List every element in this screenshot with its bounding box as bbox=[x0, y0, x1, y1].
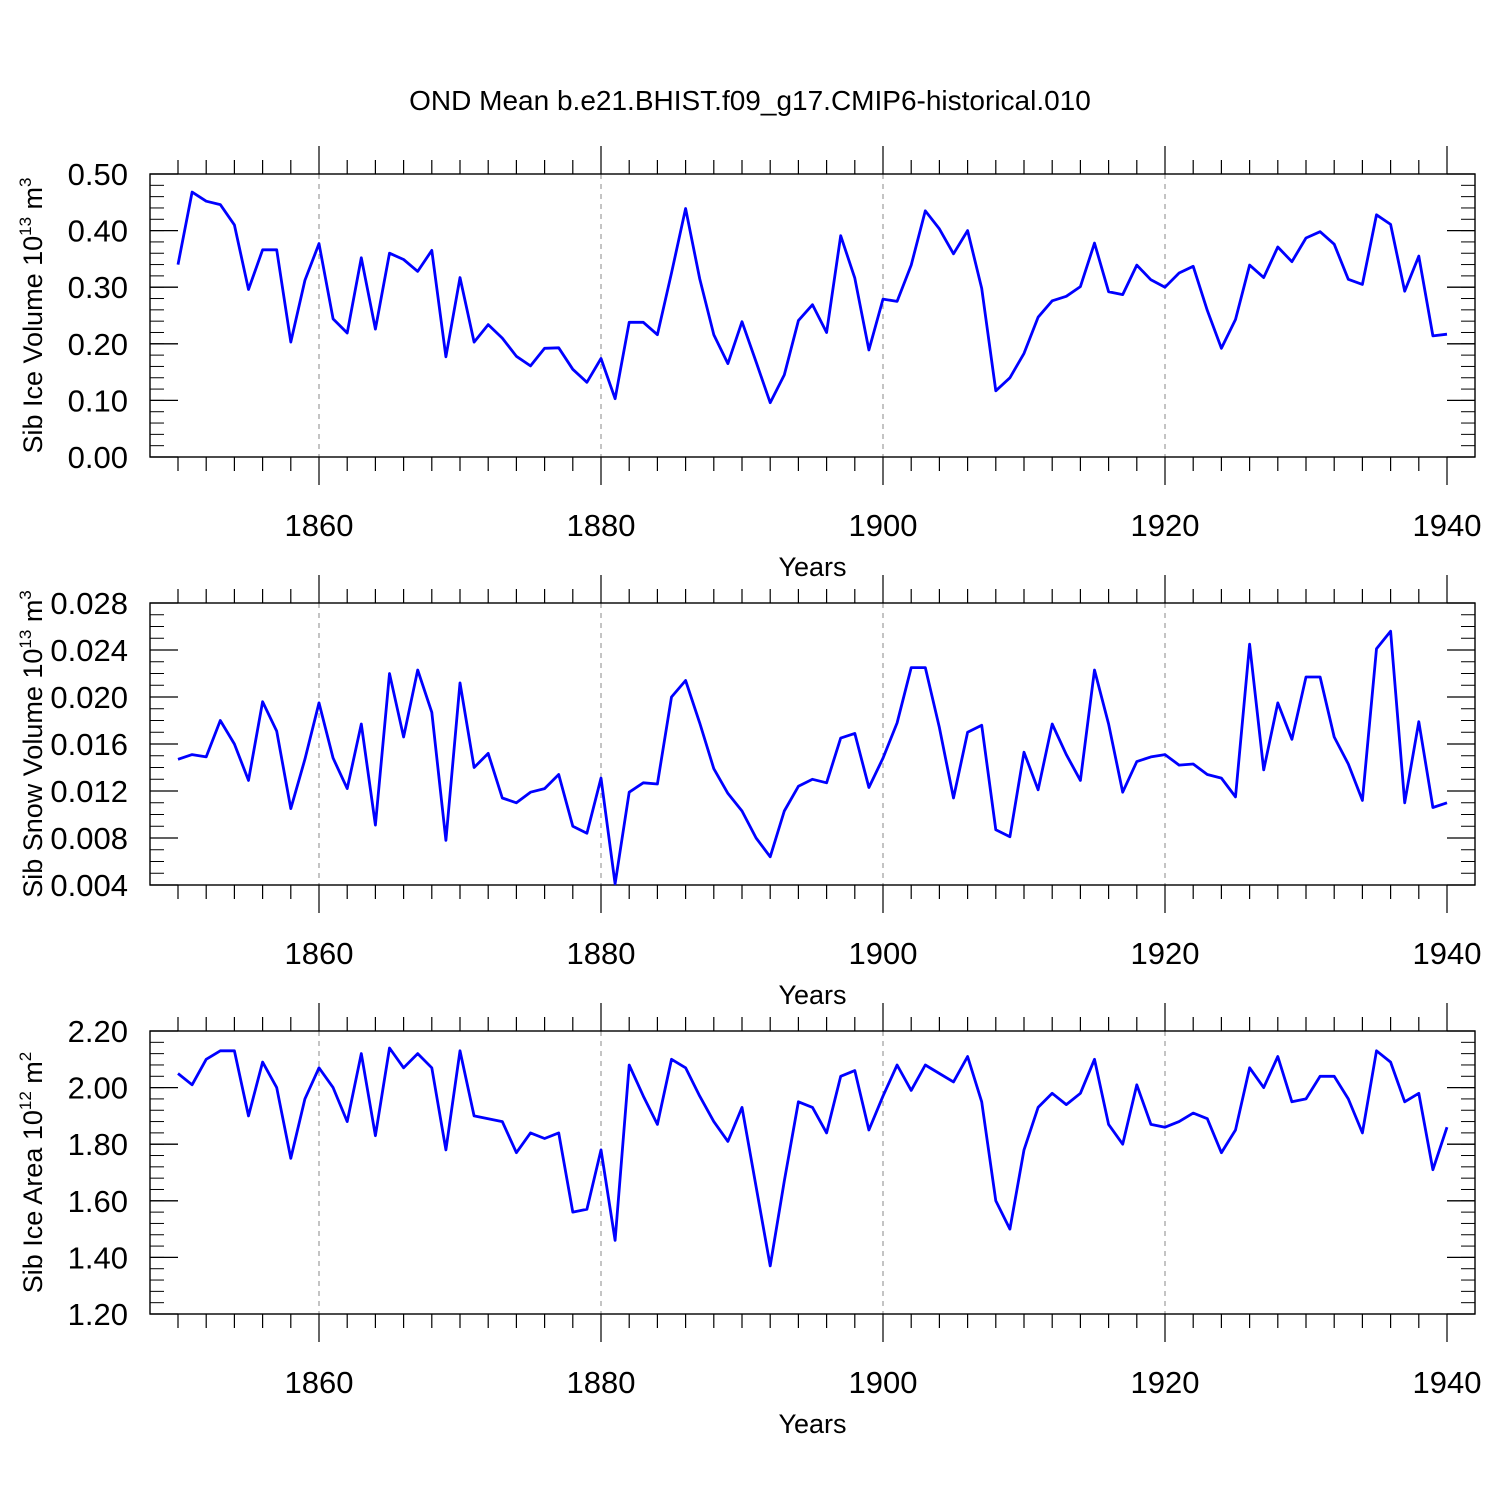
y-tick-label: 0.30 bbox=[68, 270, 128, 305]
y-tick-label: 0.004 bbox=[50, 868, 128, 903]
y-tick-label: 0.00 bbox=[68, 440, 128, 475]
y-axis-title-part: m bbox=[18, 600, 48, 630]
x-axis-title: Years bbox=[778, 1409, 846, 1439]
x-tick-label: 1940 bbox=[1413, 936, 1482, 971]
x-tick-label: 1880 bbox=[567, 508, 636, 543]
y-axis-title: Sib Ice Area 1012 m2 bbox=[16, 1052, 48, 1294]
x-tick-label: 1940 bbox=[1413, 1365, 1482, 1400]
y-tick-label: 0.50 bbox=[68, 157, 128, 192]
chart-title: OND Mean b.e21.BHIST.f09_g17.CMIP6-histo… bbox=[409, 85, 1091, 116]
x-tick-label: 1860 bbox=[285, 936, 354, 971]
y-axis-title: Sib Ice Volume 1013 m3 bbox=[16, 177, 48, 453]
y-tick-label: 0.012 bbox=[50, 774, 128, 809]
series-line bbox=[177, 629, 1448, 886]
y-axis-title-part: Sib Ice Volume 10 bbox=[18, 236, 48, 454]
y-axis-title-superscript: 13 bbox=[16, 630, 35, 649]
y-tick-label: 0.40 bbox=[68, 214, 128, 249]
x-tick-label: 1860 bbox=[285, 508, 354, 543]
y-tick-label: 0.020 bbox=[50, 680, 128, 715]
plot-frame bbox=[149, 602, 1476, 886]
y-tick-label: 1.40 bbox=[68, 1240, 128, 1275]
y-tick-label: 2.00 bbox=[68, 1071, 128, 1106]
y-tick-label: 0.016 bbox=[50, 727, 128, 762]
y-tick-label: 0.028 bbox=[50, 586, 128, 621]
x-axis-title: Years bbox=[778, 980, 846, 1010]
x-tick-label: 1920 bbox=[1131, 508, 1200, 543]
y-tick-label: 0.024 bbox=[50, 633, 128, 668]
y-tick-label: 1.20 bbox=[68, 1297, 128, 1332]
y-tick-label: 0.10 bbox=[68, 383, 128, 418]
plot-frame bbox=[149, 173, 1476, 458]
x-tick-label: 1920 bbox=[1131, 1365, 1200, 1400]
plot-frame bbox=[149, 1030, 1476, 1315]
y-axis-title-part: Sib Snow Volume 10 bbox=[18, 649, 48, 898]
x-tick-label: 1940 bbox=[1413, 508, 1482, 543]
series-line bbox=[177, 1046, 1449, 1268]
y-axis-title-part: Sib Ice Area 10 bbox=[18, 1110, 48, 1293]
y-axis-title-superscript: 13 bbox=[16, 217, 35, 236]
chart-panel-3: 1.20 1.40 1.60 1.80 2.00 2.20 1860 1880 1900 1920… bbox=[16, 1003, 1481, 1439]
x-tick-label: 1880 bbox=[567, 936, 636, 971]
x-tick-label: 1900 bbox=[849, 936, 918, 971]
y-axis-title-superscript: 12 bbox=[16, 1091, 35, 1110]
chart-panel-2: 0.004 0.008 0.012 0.016 0.020 0.024 0.028 1860 1… bbox=[16, 575, 1481, 1010]
series-line bbox=[176, 190, 1448, 405]
x-tick-label: 1860 bbox=[285, 1365, 354, 1400]
y-tick-label: 0.008 bbox=[50, 821, 128, 856]
y-tick-label: 0.20 bbox=[68, 327, 128, 362]
y-axis-title-superscript: 3 bbox=[16, 590, 35, 599]
x-tick-label: 1920 bbox=[1131, 936, 1200, 971]
y-tick-label: 1.60 bbox=[68, 1184, 128, 1219]
y-axis-title-superscript: 2 bbox=[16, 1052, 35, 1061]
y-axis-title: Sib Snow Volume 1013 m3 bbox=[16, 590, 48, 898]
y-axis-title-superscript: 3 bbox=[16, 177, 35, 186]
x-tick-label: 1900 bbox=[849, 508, 918, 543]
chart-panel-1: 0.00 0.10 0.20 0.30 0.40 0.50 1860 1880 1900 1920… bbox=[16, 146, 1481, 582]
y-tick-label: 2.20 bbox=[68, 1014, 128, 1049]
x-axis-title: Years bbox=[778, 552, 846, 582]
x-tick-label: 1900 bbox=[849, 1365, 918, 1400]
y-tick-label: 1.80 bbox=[68, 1127, 128, 1162]
y-axis-title-part: m bbox=[18, 187, 48, 217]
x-tick-label: 1880 bbox=[567, 1365, 636, 1400]
y-axis-title-part: m bbox=[18, 1061, 48, 1091]
